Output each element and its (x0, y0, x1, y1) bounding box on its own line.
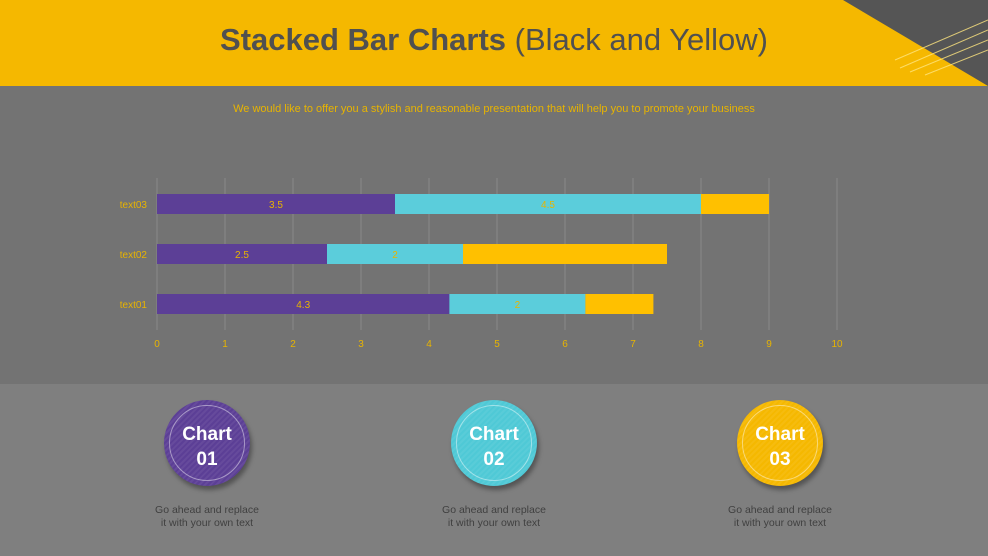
data-label: 4.5 (541, 200, 555, 211)
x-tick-label: 9 (766, 339, 772, 350)
x-tick-label: 3 (358, 339, 364, 350)
x-tick-label: 7 (630, 339, 636, 350)
card-chart-01: Chart 01 Go ahead and replace it with your… (137, 400, 277, 530)
card-description: Go ahead and replace it with your own tex… (728, 504, 832, 529)
card-chart-03: Chart 03 Go ahead and replace it with your… (710, 400, 850, 530)
data-label: 2.5 (235, 250, 249, 261)
card-chart-02: Chart 02 Go ahead and replace it with your… (424, 400, 564, 530)
bar-segment (701, 194, 769, 214)
x-tick-label: 4 (426, 339, 432, 350)
data-label: 2 (392, 250, 398, 261)
stacked-bar-chart: 0 1 2 3 4 5 6 7 8 9 10 text01 4.3 2 text02 2.5 2 text03 3.… (120, 178, 843, 350)
chart-02-circle[interactable]: Chart 02 (451, 400, 537, 486)
y-category-label: text02 (120, 250, 148, 261)
data-label: 3.5 (269, 200, 283, 211)
x-tick-label: 2 (290, 339, 296, 350)
cards-section: Chart 01 Go ahead and replace it with your… (0, 384, 988, 556)
corner-decoration (843, 0, 988, 86)
bar-segment (449, 294, 586, 314)
bar-segment (157, 244, 327, 264)
x-tick-label: 5 (494, 339, 500, 350)
x-tick-label: 6 (562, 339, 568, 350)
x-tick-label: 8 (698, 339, 704, 350)
bar-segment (463, 244, 667, 264)
card-description: Go ahead and replace it with your own tex… (442, 504, 546, 529)
header-band (0, 0, 988, 86)
y-category-label: text01 (120, 300, 148, 311)
subtitle: We would like to offer you a stylish and… (233, 103, 755, 115)
bar-segment (157, 294, 450, 314)
data-label: 4.3 (296, 300, 310, 311)
card-description: Go ahead and replace it with your own tex… (155, 504, 259, 529)
page-title: Stacked Bar Charts (Black and Yellow) (220, 22, 768, 57)
bar-segment (585, 294, 654, 314)
bar-segment (157, 194, 395, 214)
bar-segment (395, 194, 701, 214)
x-tick-label: 0 (154, 339, 160, 350)
bar-segment (327, 244, 463, 264)
chart-03-circle[interactable]: Chart 03 (737, 400, 823, 486)
chart-01-circle[interactable]: Chart 01 (164, 400, 250, 486)
x-tick-label: 10 (831, 339, 843, 350)
y-category-label: text03 (120, 200, 148, 211)
data-label: 2 (515, 300, 521, 311)
x-tick-label: 1 (222, 339, 228, 350)
